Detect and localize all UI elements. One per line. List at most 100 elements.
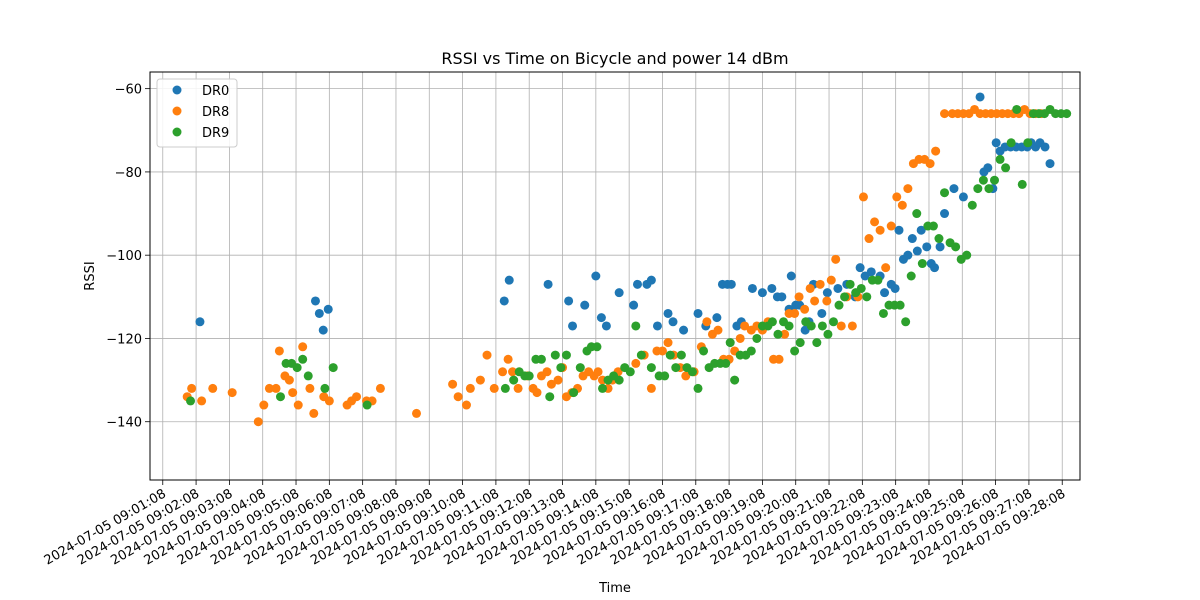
- dr8-point: [805, 283, 815, 293]
- dr9-point: [967, 200, 977, 210]
- dr0-point: [930, 263, 940, 273]
- dr0-point: [958, 192, 968, 202]
- dr9-point: [984, 184, 994, 194]
- dr9-point: [592, 342, 602, 352]
- dr8-point: [513, 383, 523, 393]
- dr9-point: [845, 279, 855, 289]
- dr9-point: [687, 367, 697, 377]
- dr8-point: [931, 146, 941, 156]
- dr0-point: [693, 308, 703, 318]
- dr9-point: [895, 300, 905, 310]
- dr0-legend-label: DR0: [202, 84, 229, 99]
- dr8-point: [847, 321, 857, 331]
- y-axis-label: RSSI: [83, 261, 98, 290]
- dr9-point: [862, 292, 872, 302]
- dr8-point: [831, 254, 841, 264]
- dr8-point: [475, 375, 485, 385]
- dr8-point: [498, 367, 508, 377]
- dr0-point: [983, 163, 993, 173]
- dr8-point: [864, 234, 874, 244]
- dr9-point: [575, 363, 585, 373]
- dr8-point: [593, 367, 603, 377]
- dr9-point: [636, 350, 646, 360]
- dr8-point: [713, 325, 723, 335]
- dr0-point: [1045, 159, 1055, 169]
- dr8-point: [274, 346, 284, 356]
- dr9-point: [598, 383, 608, 393]
- dr9-point: [699, 346, 709, 356]
- dr8-point: [298, 342, 308, 352]
- dr9-point: [990, 175, 999, 185]
- dr0-point: [318, 325, 328, 335]
- dr9-point: [625, 367, 635, 377]
- dr9-point: [912, 209, 922, 219]
- x-axis-label: Time: [598, 581, 631, 596]
- dr8-point: [461, 400, 471, 410]
- dr9-point: [660, 371, 670, 381]
- dr8-point: [681, 371, 691, 381]
- dr0-point: [822, 288, 832, 298]
- dr0-point: [894, 225, 904, 235]
- dr0-point: [629, 300, 639, 310]
- dr8-point: [208, 383, 218, 393]
- dr9-point: [545, 392, 555, 402]
- y-tick-label: −120: [106, 332, 142, 347]
- dr8-point: [631, 358, 641, 368]
- dr9-point: [569, 388, 579, 398]
- dr0-point: [543, 279, 553, 289]
- dr9-point: [817, 321, 827, 331]
- dr0-point: [855, 263, 865, 273]
- dr0-point: [726, 279, 736, 289]
- dr8-point: [925, 159, 935, 169]
- dr8-point: [187, 383, 197, 393]
- dr9-point: [524, 371, 534, 381]
- dr9-point: [275, 392, 285, 402]
- plot-frame: [149, 71, 1081, 481]
- dr8-point: [508, 367, 518, 377]
- dr9-point: [767, 317, 777, 327]
- dr0-point: [601, 321, 611, 331]
- dr9-point: [834, 300, 844, 310]
- dr8-point: [780, 329, 790, 339]
- dr8-point: [892, 192, 902, 202]
- y-tick-label: −100: [106, 249, 142, 264]
- dr0-point: [596, 313, 606, 323]
- dr8-point: [412, 408, 422, 418]
- dr0-point: [314, 308, 324, 318]
- dr9-point: [856, 283, 866, 293]
- dr9-point: [901, 317, 911, 327]
- dr8-point: [800, 304, 810, 314]
- dr0-point: [903, 250, 913, 260]
- dr9-point: [1006, 138, 1016, 148]
- dr0-point: [880, 288, 890, 298]
- dr9-point: [995, 154, 1005, 164]
- dr8-point: [271, 383, 281, 393]
- dr8-point: [305, 383, 315, 393]
- dr9-point: [693, 383, 703, 393]
- dr8-point: [542, 367, 552, 377]
- dr8-point: [546, 379, 556, 389]
- dr0-point: [499, 296, 509, 306]
- dr8-point: [790, 308, 800, 318]
- dr9-point: [730, 375, 740, 385]
- dr9-point: [1017, 179, 1027, 189]
- dr9-point: [186, 396, 196, 406]
- y-tick-label: −140: [106, 416, 142, 431]
- dr0-point: [940, 209, 950, 219]
- dr0-point: [195, 317, 205, 327]
- dr0-point: [679, 325, 689, 335]
- data-points: [182, 92, 1072, 427]
- dr8-point: [482, 350, 492, 360]
- dr9-point: [646, 363, 656, 373]
- dr9-point: [873, 275, 883, 285]
- dr9-point: [752, 333, 762, 343]
- dr8-point: [886, 221, 896, 231]
- dr9-point: [973, 184, 983, 194]
- dr8-point: [875, 225, 885, 235]
- dr0-legend-marker: [172, 85, 182, 95]
- dr9-point: [320, 383, 330, 393]
- dr9-point: [812, 338, 822, 348]
- dr9-point: [840, 292, 850, 302]
